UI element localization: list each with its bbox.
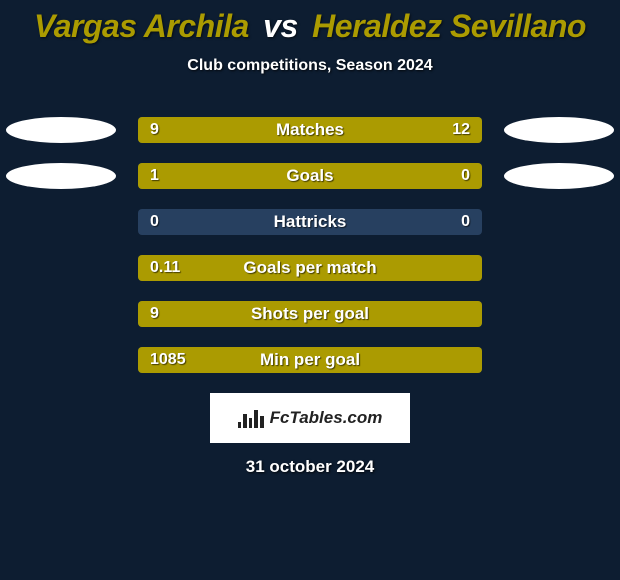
stat-value-left: 1085 <box>150 351 186 369</box>
stat-bar: 1085 Min per goal <box>138 347 482 373</box>
stat-value-right: 12 <box>452 121 470 139</box>
bar-fill-right <box>403 163 482 189</box>
subtitle: Club competitions, Season 2024 <box>0 57 620 75</box>
player2-name: Heraldez Sevillano <box>312 8 586 44</box>
fctables-logo: FcTables.com <box>210 393 410 443</box>
stats-container: 9 Matches 12 1 Goals 0 0 Hattricks 0 0.11 Goals pe… <box>0 107 620 383</box>
stat-value-left: 0 <box>150 213 159 231</box>
stat-label: Shots per goal <box>251 304 369 324</box>
stat-row: 1085 Min per goal <box>0 337 620 383</box>
stat-label: Min per goal <box>260 350 360 370</box>
comparison-title: Vargas Archila vs Heraldez Sevillano <box>0 0 620 45</box>
bar-chart-icon <box>238 408 264 428</box>
stat-bar: 9 Matches 12 <box>138 117 482 143</box>
stat-value-right: 0 <box>461 167 470 185</box>
stat-label: Goals <box>286 166 333 186</box>
stat-label: Matches <box>276 120 344 140</box>
stat-row: 0.11 Goals per match <box>0 245 620 291</box>
player-ellipse-right <box>504 163 614 189</box>
stat-value-left: 9 <box>150 121 159 139</box>
player-ellipse-right <box>504 117 614 143</box>
stat-bar: 0 Hattricks 0 <box>138 209 482 235</box>
player1-name: Vargas Archila <box>34 8 249 44</box>
stat-row: 0 Hattricks 0 <box>0 199 620 245</box>
stat-value-left: 1 <box>150 167 159 185</box>
logo-text: FcTables.com <box>270 408 383 428</box>
stat-row: 9 Matches 12 <box>0 107 620 153</box>
stat-row: 1 Goals 0 <box>0 153 620 199</box>
stat-label: Hattricks <box>274 212 347 232</box>
player-ellipse-left <box>6 117 116 143</box>
stat-bar: 0.11 Goals per match <box>138 255 482 281</box>
stat-value-right: 0 <box>461 213 470 231</box>
player-ellipse-left <box>6 163 116 189</box>
stat-label: Goals per match <box>243 258 376 278</box>
date-line: 31 october 2024 <box>0 457 620 477</box>
stat-row: 9 Shots per goal <box>0 291 620 337</box>
stat-value-left: 9 <box>150 305 159 323</box>
bar-fill-left <box>138 163 403 189</box>
stat-bar: 1 Goals 0 <box>138 163 482 189</box>
stat-bar: 9 Shots per goal <box>138 301 482 327</box>
stat-value-left: 0.11 <box>150 259 180 277</box>
vs-text: vs <box>263 8 298 44</box>
